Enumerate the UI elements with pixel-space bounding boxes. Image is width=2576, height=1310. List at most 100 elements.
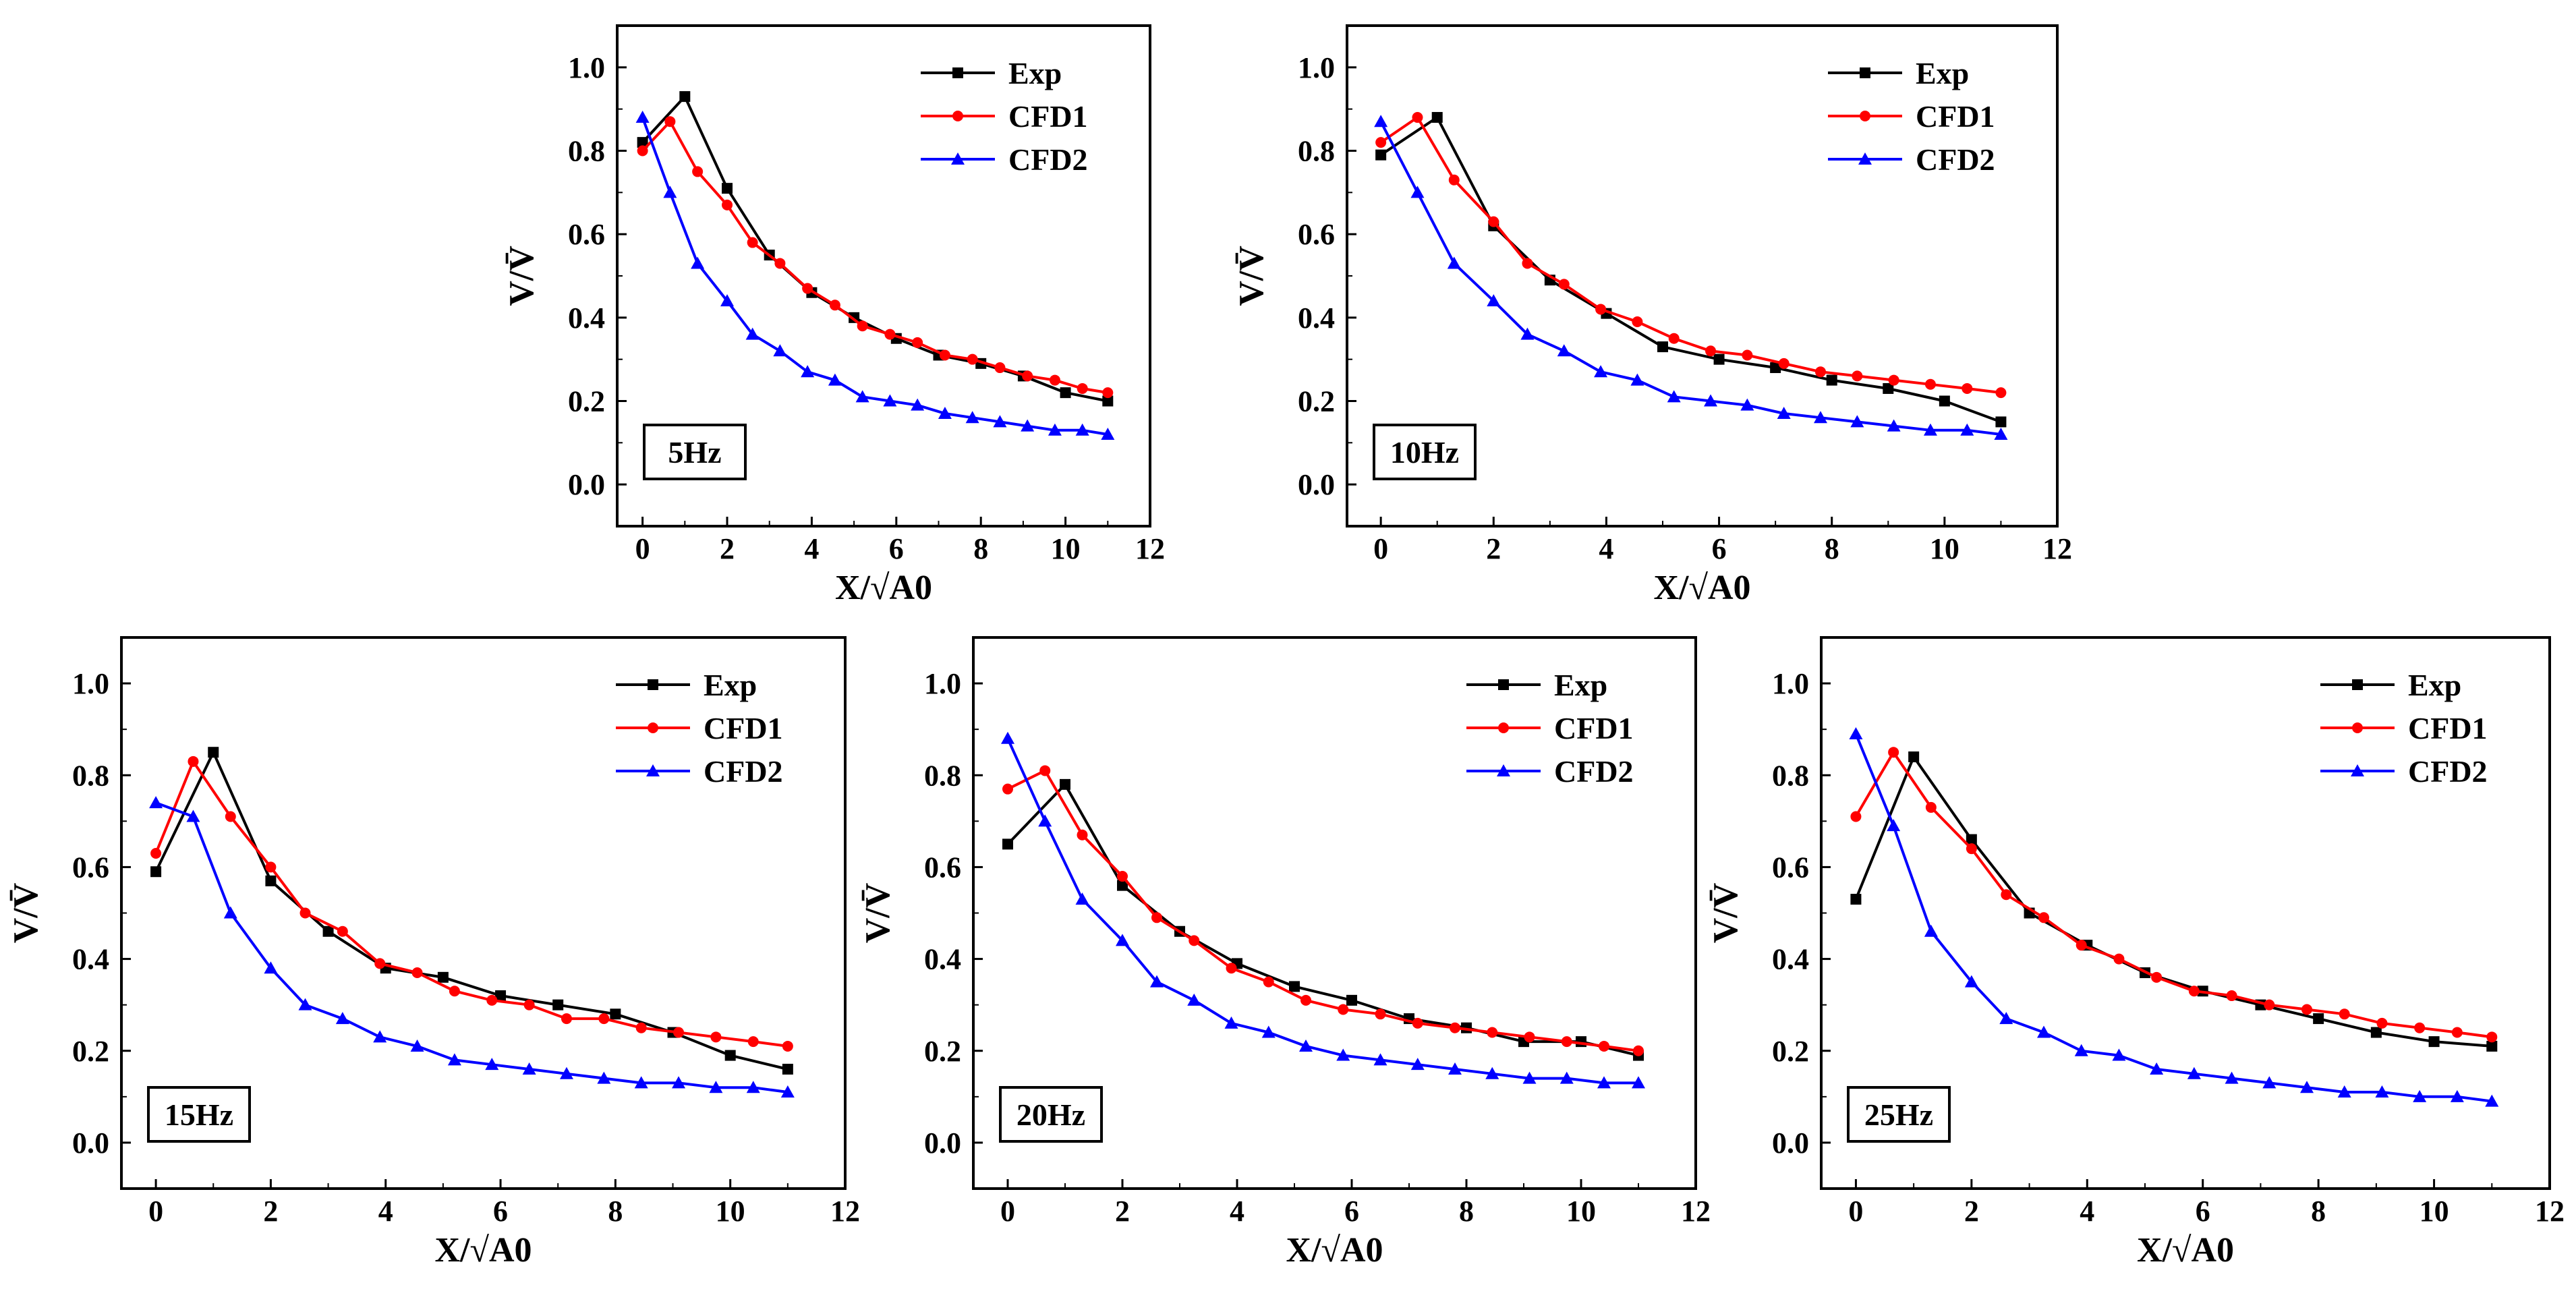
data-point-CFD2: [335, 1012, 349, 1025]
data-point-CFD2: [1740, 398, 1754, 411]
data-point-CFD1: [1888, 374, 1899, 386]
data-point-CFD2: [635, 111, 650, 123]
data-point-CFD1: [561, 1013, 572, 1025]
legend-label-CFD2: CFD2: [1008, 142, 1088, 177]
data-point-CFD2: [1964, 975, 1978, 988]
data-point-CFD2: [1999, 1012, 2013, 1025]
data-point-CFD1: [265, 861, 277, 873]
data-point-CFD2: [2413, 1089, 2427, 1102]
data-point-CFD2: [298, 998, 312, 1010]
data-point-CFD2: [410, 1039, 424, 1052]
data-point-CFD1: [857, 320, 868, 332]
data-point-CFD2: [2037, 1025, 2051, 1038]
data-point-Exp: [2486, 1040, 2498, 1052]
y-tick-label: 0.0: [568, 468, 605, 501]
y-tick-label: 0.6: [1772, 851, 1809, 884]
y-tick-label: 0.8: [1772, 759, 1809, 792]
legend-marker-CFD2: [2351, 764, 2364, 776]
data-point-CFD1: [1151, 912, 1162, 923]
x-tick-label: 4: [1599, 532, 1613, 565]
data-point-CFD2: [1038, 814, 1052, 827]
data-point-Exp: [1289, 981, 1300, 992]
data-point-Exp: [724, 1050, 736, 1061]
data-point-CFD2: [938, 407, 952, 420]
frequency-label: 5Hz: [668, 435, 721, 469]
data-point-CFD1: [1966, 843, 1977, 855]
series-line-CFD1: [1379, 116, 2001, 395]
data-point-Exp: [679, 91, 691, 103]
x-tick-label: 12: [830, 1195, 860, 1228]
y-tick-label: 0.2: [1772, 1035, 1809, 1068]
data-point-CFD1: [829, 300, 840, 311]
data-point-CFD1: [939, 349, 950, 361]
data-point-CFD2: [801, 365, 815, 378]
data-point-CFD1: [2339, 1008, 2350, 1020]
y-tick-label: 0.2: [924, 1035, 961, 1068]
y-tick-label: 0.4: [1772, 943, 1809, 976]
data-point-CFD1: [2414, 1022, 2426, 1033]
data-point-CFD1: [1850, 811, 1862, 822]
data-point-Exp: [208, 747, 219, 758]
data-point-CFD2: [1075, 892, 1089, 905]
x-tick-label: 12: [1681, 1195, 1711, 1228]
chart-panel-5Hz: 0 2 4 6 8 10 12 0.0 0.2 0.4 0.6 0.8 1.0 X/√A0 V/V̄ Exp C…: [503, 24, 1165, 607]
legend-marker-CFD2: [646, 764, 660, 776]
data-point-CFD2: [1075, 423, 1089, 436]
data-point-Exp: [1102, 395, 1114, 407]
data-point-CFD1: [1488, 216, 1499, 227]
data-point-CFD2: [522, 1062, 536, 1075]
data-point-CFD1: [2038, 912, 2049, 923]
data-point-CFD2: [663, 186, 677, 198]
data-point-CFD1: [411, 967, 423, 979]
data-point-CFD1: [1022, 370, 1033, 382]
data-point-CFD1: [1633, 1045, 1644, 1056]
legend-marker-Exp: [952, 67, 963, 78]
data-point-Exp: [1826, 374, 1837, 386]
data-point-Exp: [637, 137, 648, 148]
legend-label-CFD2: CFD2: [1554, 754, 1634, 789]
x-tick-label: 8: [2311, 1195, 2326, 1228]
data-point-CFD2: [2225, 1071, 2239, 1084]
x-tick-label: 12: [2042, 532, 2072, 565]
series-line-CFD2: [1379, 121, 2001, 436]
series-line-Exp: [1854, 756, 2492, 1048]
x-tick-label: 4: [1230, 1195, 1244, 1228]
data-point-CFD2: [1373, 1053, 1387, 1066]
legend-label-CFD2: CFD2: [704, 754, 783, 789]
x-tick-label: 10: [716, 1195, 745, 1228]
legend-label-CFD1: CFD1: [1554, 711, 1634, 745]
data-point-CFD1: [449, 986, 460, 997]
series-line-CFD1: [1854, 751, 2492, 1039]
data-point-CFD1: [635, 1022, 647, 1033]
data-point-CFD1: [2451, 1027, 2463, 1038]
data-point-CFD2: [2150, 1062, 2164, 1075]
data-point-CFD2: [1522, 1071, 1537, 1084]
series-line-CFD2: [1854, 733, 2492, 1103]
x-tick-label: 0: [1848, 1195, 1863, 1228]
data-point-CFD1: [1002, 783, 1013, 795]
y-tick-label: 0.0: [924, 1127, 961, 1160]
data-point-CFD1: [1558, 279, 1570, 290]
legend-label-CFD1: CFD1: [1916, 99, 1995, 134]
data-point-CFD1: [1599, 1040, 1609, 1052]
data-point-CFD2: [1632, 1076, 1645, 1089]
y-tick-label: 0.8: [568, 135, 605, 168]
data-point-CFD1: [782, 1040, 793, 1052]
x-tick-label: 2: [1964, 1195, 1979, 1228]
y-tick-label: 0.0: [72, 1127, 109, 1160]
data-point-CFD2: [1557, 344, 1571, 357]
data-point-Exp: [1995, 416, 2007, 428]
y-tick-label: 1.0: [72, 667, 109, 700]
data-point-Exp: [1346, 994, 1357, 1006]
data-point-CFD1: [802, 283, 813, 294]
x-tick-label: 10: [1051, 532, 1081, 565]
data-point-CFD1: [1263, 976, 1274, 988]
data-point-CFD2: [2112, 1048, 2126, 1061]
data-point-CFD2: [1887, 419, 1901, 432]
data-point-CFD2: [2187, 1066, 2201, 1079]
y-tick-label: 0.8: [72, 759, 109, 792]
series-line-CFD2: [155, 801, 789, 1093]
data-point-CFD2: [2300, 1081, 2314, 1093]
data-point-CFD1: [637, 145, 648, 156]
